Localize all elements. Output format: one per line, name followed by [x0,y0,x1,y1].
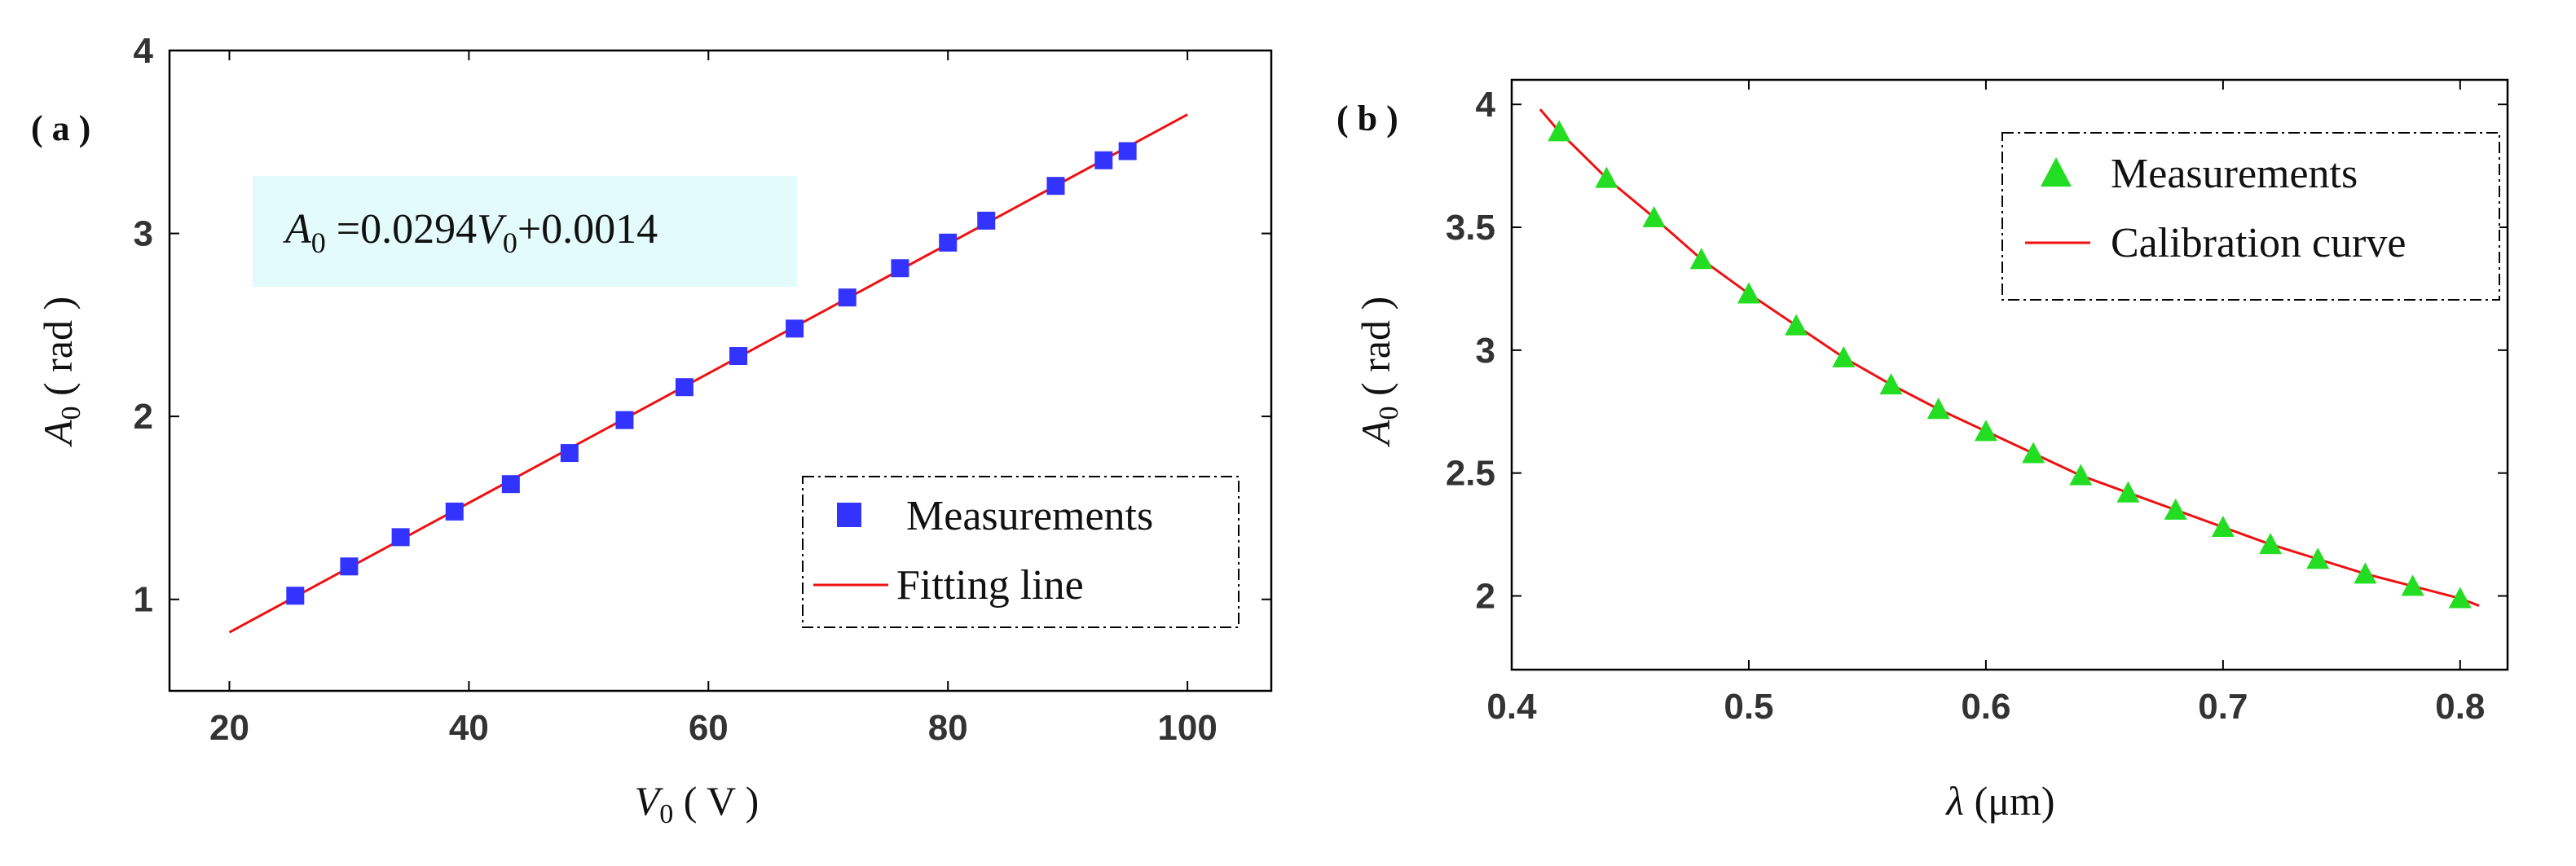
data-point [838,288,856,307]
y-tick-label: 2 [134,397,153,437]
x-tick-label: 0.4 [1486,687,1537,727]
panel-b-xlabel: λ (μm) [1944,778,2054,824]
x-tick-label: 40 [449,708,489,748]
x-tick-label: 60 [689,708,729,748]
data-point [1689,248,1713,270]
panel-b-ylabel: A0 ( rad ) [1353,297,1404,447]
data-point [2448,587,2472,609]
data-point [1548,120,1571,142]
data-point [977,211,996,230]
data-point [939,233,958,252]
data-point [501,475,520,494]
x-tick-label: 20 [209,708,249,748]
x-tick-label: 0.6 [1961,687,2010,727]
fit-line [1539,108,2480,607]
panel-b-marks [1539,108,2480,609]
data-point [560,444,579,463]
x-tick-label: 80 [928,708,968,748]
y-tick-label: 4 [134,31,154,71]
data-point [729,347,748,366]
data-point [2211,516,2235,538]
panel-a-ticks: 20 40 60 80 100 1 2 3 4 [134,31,1271,748]
y-tick-label: 2.5 [1446,454,1495,494]
legend-fitting-line-label: Fitting line [896,562,1084,609]
data-point [2022,442,2045,464]
data-point [445,502,464,521]
data-point [615,411,634,429]
data-point [1094,151,1113,169]
data-point [286,587,305,605]
fit-equation: A0 =0.0294V0+0.0014 [283,206,658,259]
panel-b-legend-box [2001,132,2500,301]
data-point [391,528,410,547]
x-tick-label: 0.5 [1724,687,1773,727]
equation-box [253,176,797,287]
data-point [1926,398,1950,420]
y-tick-label: 2 [1476,577,1495,617]
data-point [2306,547,2330,569]
legend-square-marker [837,503,861,527]
data-point [2069,464,2093,486]
data-point [1832,345,1856,367]
legend-measurements-label-b: Measurements [2111,151,2358,197]
x-tick-label: 100 [1157,708,1217,748]
panel-b-label: ( b ) [1336,99,1398,138]
panel-b-legend: Measurements Calibration curve [2001,132,2500,301]
panel-b: ( b ) 0.4 0.5 0.6 0.7 0.8 2 2.5 3 3.5 4 λ (μm) A0… [1336,78,2509,824]
data-point [1642,205,1666,227]
y-tick-label: 4 [1476,85,1496,125]
data-point [2164,498,2187,520]
data-point [1595,166,1618,188]
data-point [2401,574,2424,596]
data-point [786,319,804,338]
data-point [2116,481,2140,503]
y-tick-label: 3.5 [1446,208,1495,248]
data-point [891,259,909,278]
data-point [2354,562,2377,584]
data-point [340,557,359,576]
fit-line [228,113,1188,634]
x-tick-label: 0.8 [2435,687,2485,727]
data-point [1785,314,1808,336]
panel-a-ylabel: A0 ( rad ) [35,297,86,447]
panel-a: ( a ) A0 =0.0294V0+0.0014 20 40 60 80 100 1 2 3… [31,31,1273,829]
data-point [675,378,694,397]
data-point [1879,373,1903,395]
panel-a-marks [228,113,1188,634]
y-tick-label: 3 [1476,331,1495,371]
x-tick-label: 0.7 [2198,687,2248,727]
data-point [1046,177,1065,196]
panel-b-ticks: 0.4 0.5 0.6 0.7 0.8 2 2.5 3 3.5 4 [1446,80,2508,727]
y-tick-label: 3 [134,214,153,254]
legend-triangle-marker [2041,157,2072,187]
legend-measurements-label: Measurements [906,493,1153,539]
data-point [2259,533,2283,555]
data-point [1118,142,1137,160]
data-point [1974,420,1997,442]
panel-a-xlabel: V0 ( V ) [635,778,760,829]
y-tick-label: 1 [134,580,153,620]
data-point [1737,282,1760,304]
legend-calibration-curve-label: Calibration curve [2111,220,2406,266]
panel-a-legend-box [802,476,1240,628]
panel-a-legend: Measurements Fitting line [802,476,1240,628]
panel-a-label: ( a ) [31,108,90,148]
